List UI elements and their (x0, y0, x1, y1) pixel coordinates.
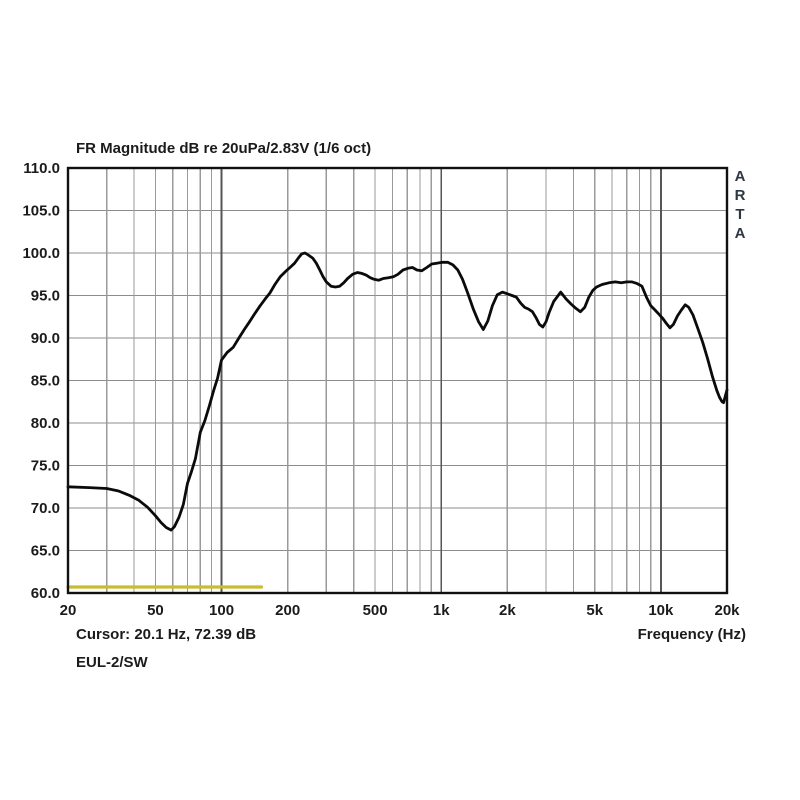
watermark-letter: A (734, 168, 746, 185)
y-tick-label: 80.0 (31, 415, 60, 432)
y-tick-label: 100.0 (22, 245, 60, 262)
x-tick-label: 10k (648, 602, 674, 619)
x-tick-label: 20k (714, 602, 740, 619)
x-tick-label: 100 (209, 602, 234, 619)
y-tick-label: 90.0 (31, 330, 60, 347)
watermark-letter: A (734, 225, 746, 242)
x-tick-label: 50 (147, 602, 164, 619)
y-tick-label: 110.0 (23, 160, 60, 177)
y-tick-label: 105.0 (22, 203, 60, 220)
watermark-letter: R (734, 187, 746, 204)
y-tick-label: 65.0 (31, 543, 60, 560)
x-tick-label: 2k (499, 602, 516, 619)
y-tick-label: 85.0 (31, 373, 60, 390)
x-tick-label: 5k (586, 602, 603, 619)
y-tick-label: 70.0 (31, 500, 60, 517)
y-tick-label: 75.0 (31, 458, 60, 475)
plot-border (66, 166, 729, 595)
watermark-letter: T (735, 206, 745, 223)
x-axis-title: Frequency (Hz) (637, 626, 746, 643)
y-tick-label: 95.0 (31, 288, 60, 305)
x-tick-label: 20 (60, 602, 77, 619)
cursor-readout: Cursor: 20.1 Hz, 72.39 dB (76, 626, 257, 643)
device-label: EUL-2/SW (76, 654, 148, 671)
x-tick-label: 1k (433, 602, 450, 619)
chart-title: FR Magnitude dB re 20uPa/2.83V (1/6 oct) (76, 140, 372, 157)
fr-curve (66, 251, 729, 532)
x-tick-label: 200 (275, 602, 300, 619)
x-tick-label: 500 (363, 602, 388, 619)
y-tick-label: 60.0 (31, 585, 60, 602)
